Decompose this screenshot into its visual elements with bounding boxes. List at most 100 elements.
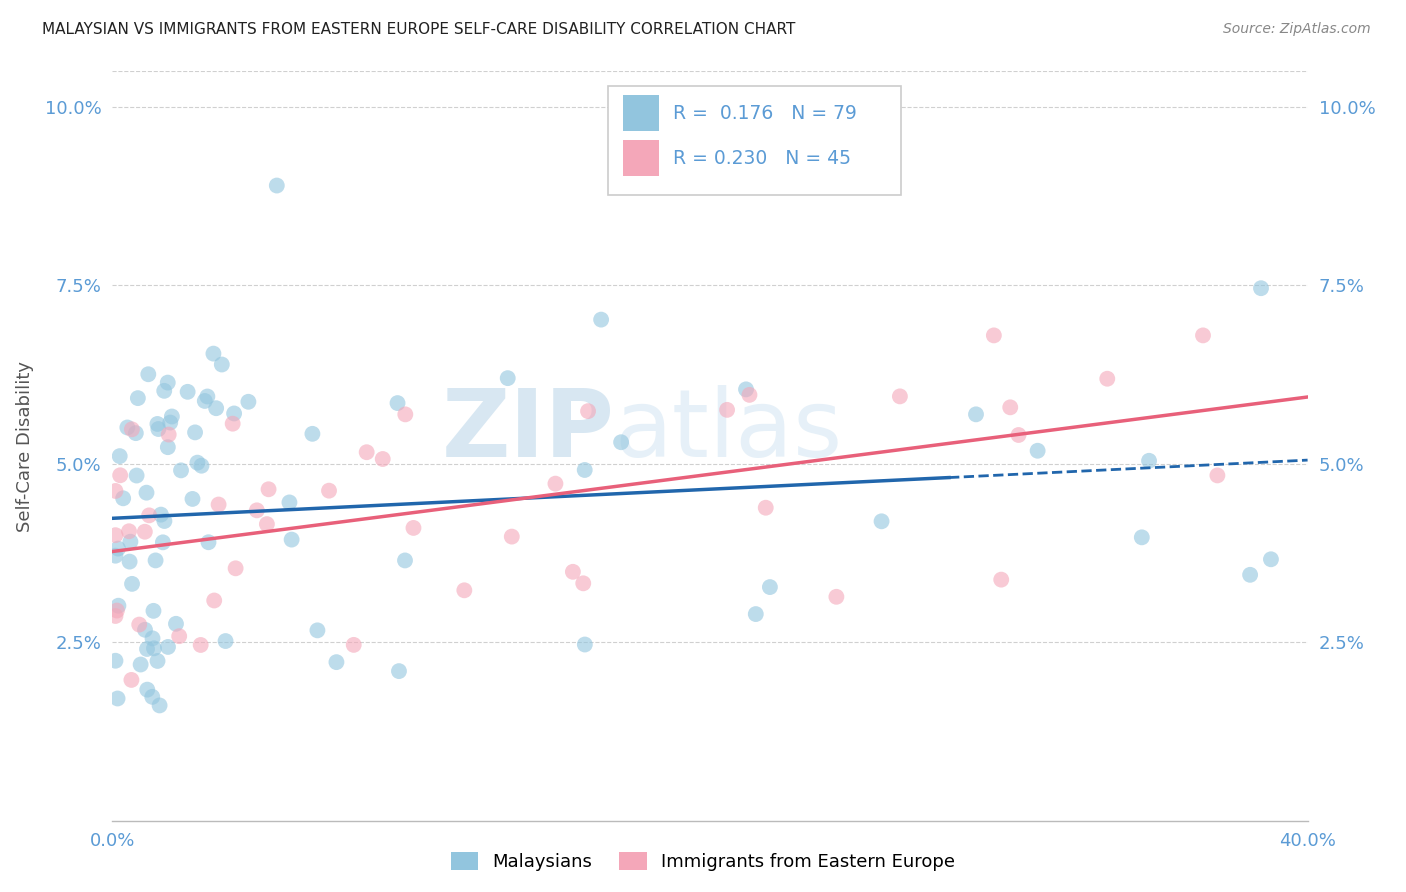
Point	[572, 576, 595, 591]
Point	[136, 642, 159, 657]
Text: MALAYSIAN VS IMMIGRANTS FROM EASTERN EUROPE SELF-CARE DISABILITY CORRELATION CHA: MALAYSIAN VS IMMIGRANTS FROM EASTERN EUR…	[42, 22, 796, 37]
Point	[211, 358, 233, 372]
Text: R =  0.176   N = 79: R = 0.176 N = 79	[673, 103, 856, 123]
Point	[107, 599, 129, 613]
Point	[1192, 328, 1215, 343]
Point	[190, 458, 212, 473]
Point	[318, 483, 340, 498]
Point	[135, 485, 157, 500]
Point	[156, 376, 179, 390]
Point	[990, 573, 1012, 587]
FancyBboxPatch shape	[623, 95, 658, 131]
Point	[755, 500, 778, 515]
Point	[197, 535, 219, 549]
Point	[159, 416, 181, 430]
Point	[983, 328, 1005, 343]
Point	[184, 425, 207, 440]
Text: R = 0.230   N = 45: R = 0.230 N = 45	[673, 149, 851, 168]
Point	[610, 435, 633, 450]
Point	[1007, 428, 1029, 442]
Point	[591, 312, 613, 326]
Y-axis label: Self-Care Disability: Self-Care Disability	[15, 360, 34, 532]
Point	[138, 508, 160, 523]
Text: Source: ZipAtlas.com: Source: ZipAtlas.com	[1223, 22, 1371, 37]
Point	[238, 394, 260, 409]
Point	[125, 468, 148, 483]
Point	[889, 389, 911, 403]
Point	[157, 427, 180, 442]
Point	[104, 654, 127, 668]
Point	[143, 641, 166, 656]
Point	[136, 682, 159, 697]
Point	[224, 407, 246, 421]
Point	[120, 673, 142, 687]
Point	[325, 655, 347, 669]
Point	[1130, 530, 1153, 544]
Point	[307, 624, 329, 638]
Point	[104, 483, 127, 498]
Point	[576, 404, 599, 418]
Point	[1239, 567, 1261, 582]
Point	[156, 440, 179, 454]
Point	[104, 528, 127, 542]
Point	[104, 609, 127, 624]
Point	[544, 476, 567, 491]
Point	[1026, 443, 1049, 458]
Point	[107, 541, 129, 556]
Point	[343, 638, 366, 652]
Point	[134, 623, 156, 637]
Point	[745, 607, 768, 621]
Point	[501, 530, 523, 544]
Point	[759, 580, 782, 594]
Point	[388, 664, 411, 678]
Point	[141, 690, 163, 704]
Point	[112, 491, 135, 506]
Point	[156, 640, 179, 654]
Point	[496, 371, 519, 385]
Point	[142, 604, 165, 618]
Point	[870, 514, 893, 528]
Point	[402, 521, 425, 535]
Point	[738, 388, 761, 402]
Point	[118, 524, 141, 539]
Point	[1000, 401, 1022, 415]
Point	[129, 657, 152, 672]
Point	[1206, 468, 1229, 483]
Point	[278, 495, 301, 509]
Point	[108, 468, 131, 483]
Point	[1097, 372, 1119, 386]
Point	[118, 555, 141, 569]
Point	[128, 617, 150, 632]
Point	[256, 517, 278, 532]
Point	[108, 449, 131, 463]
Point	[145, 553, 167, 567]
Point	[181, 491, 204, 506]
Text: ZIP: ZIP	[441, 385, 614, 477]
FancyBboxPatch shape	[623, 140, 658, 177]
Point	[301, 426, 323, 441]
Point	[574, 638, 596, 652]
Point	[246, 503, 269, 517]
Point	[107, 691, 129, 706]
Point	[195, 390, 218, 404]
Point	[121, 577, 143, 591]
Point	[134, 524, 156, 539]
Point	[202, 593, 225, 607]
Point	[146, 417, 169, 431]
Point	[104, 549, 127, 563]
Point	[205, 401, 228, 416]
Point	[121, 422, 143, 436]
Point	[387, 396, 409, 410]
Point	[146, 654, 169, 668]
Point	[1137, 454, 1160, 468]
Point	[120, 534, 142, 549]
Point	[1250, 281, 1272, 295]
Legend: Malaysians, Immigrants from Eastern Europe: Malaysians, Immigrants from Eastern Euro…	[444, 845, 962, 879]
Point	[152, 535, 174, 549]
FancyBboxPatch shape	[609, 87, 901, 195]
Point	[186, 456, 208, 470]
Point	[356, 445, 378, 459]
Point	[225, 561, 247, 575]
Point	[214, 634, 236, 648]
Point	[190, 638, 212, 652]
